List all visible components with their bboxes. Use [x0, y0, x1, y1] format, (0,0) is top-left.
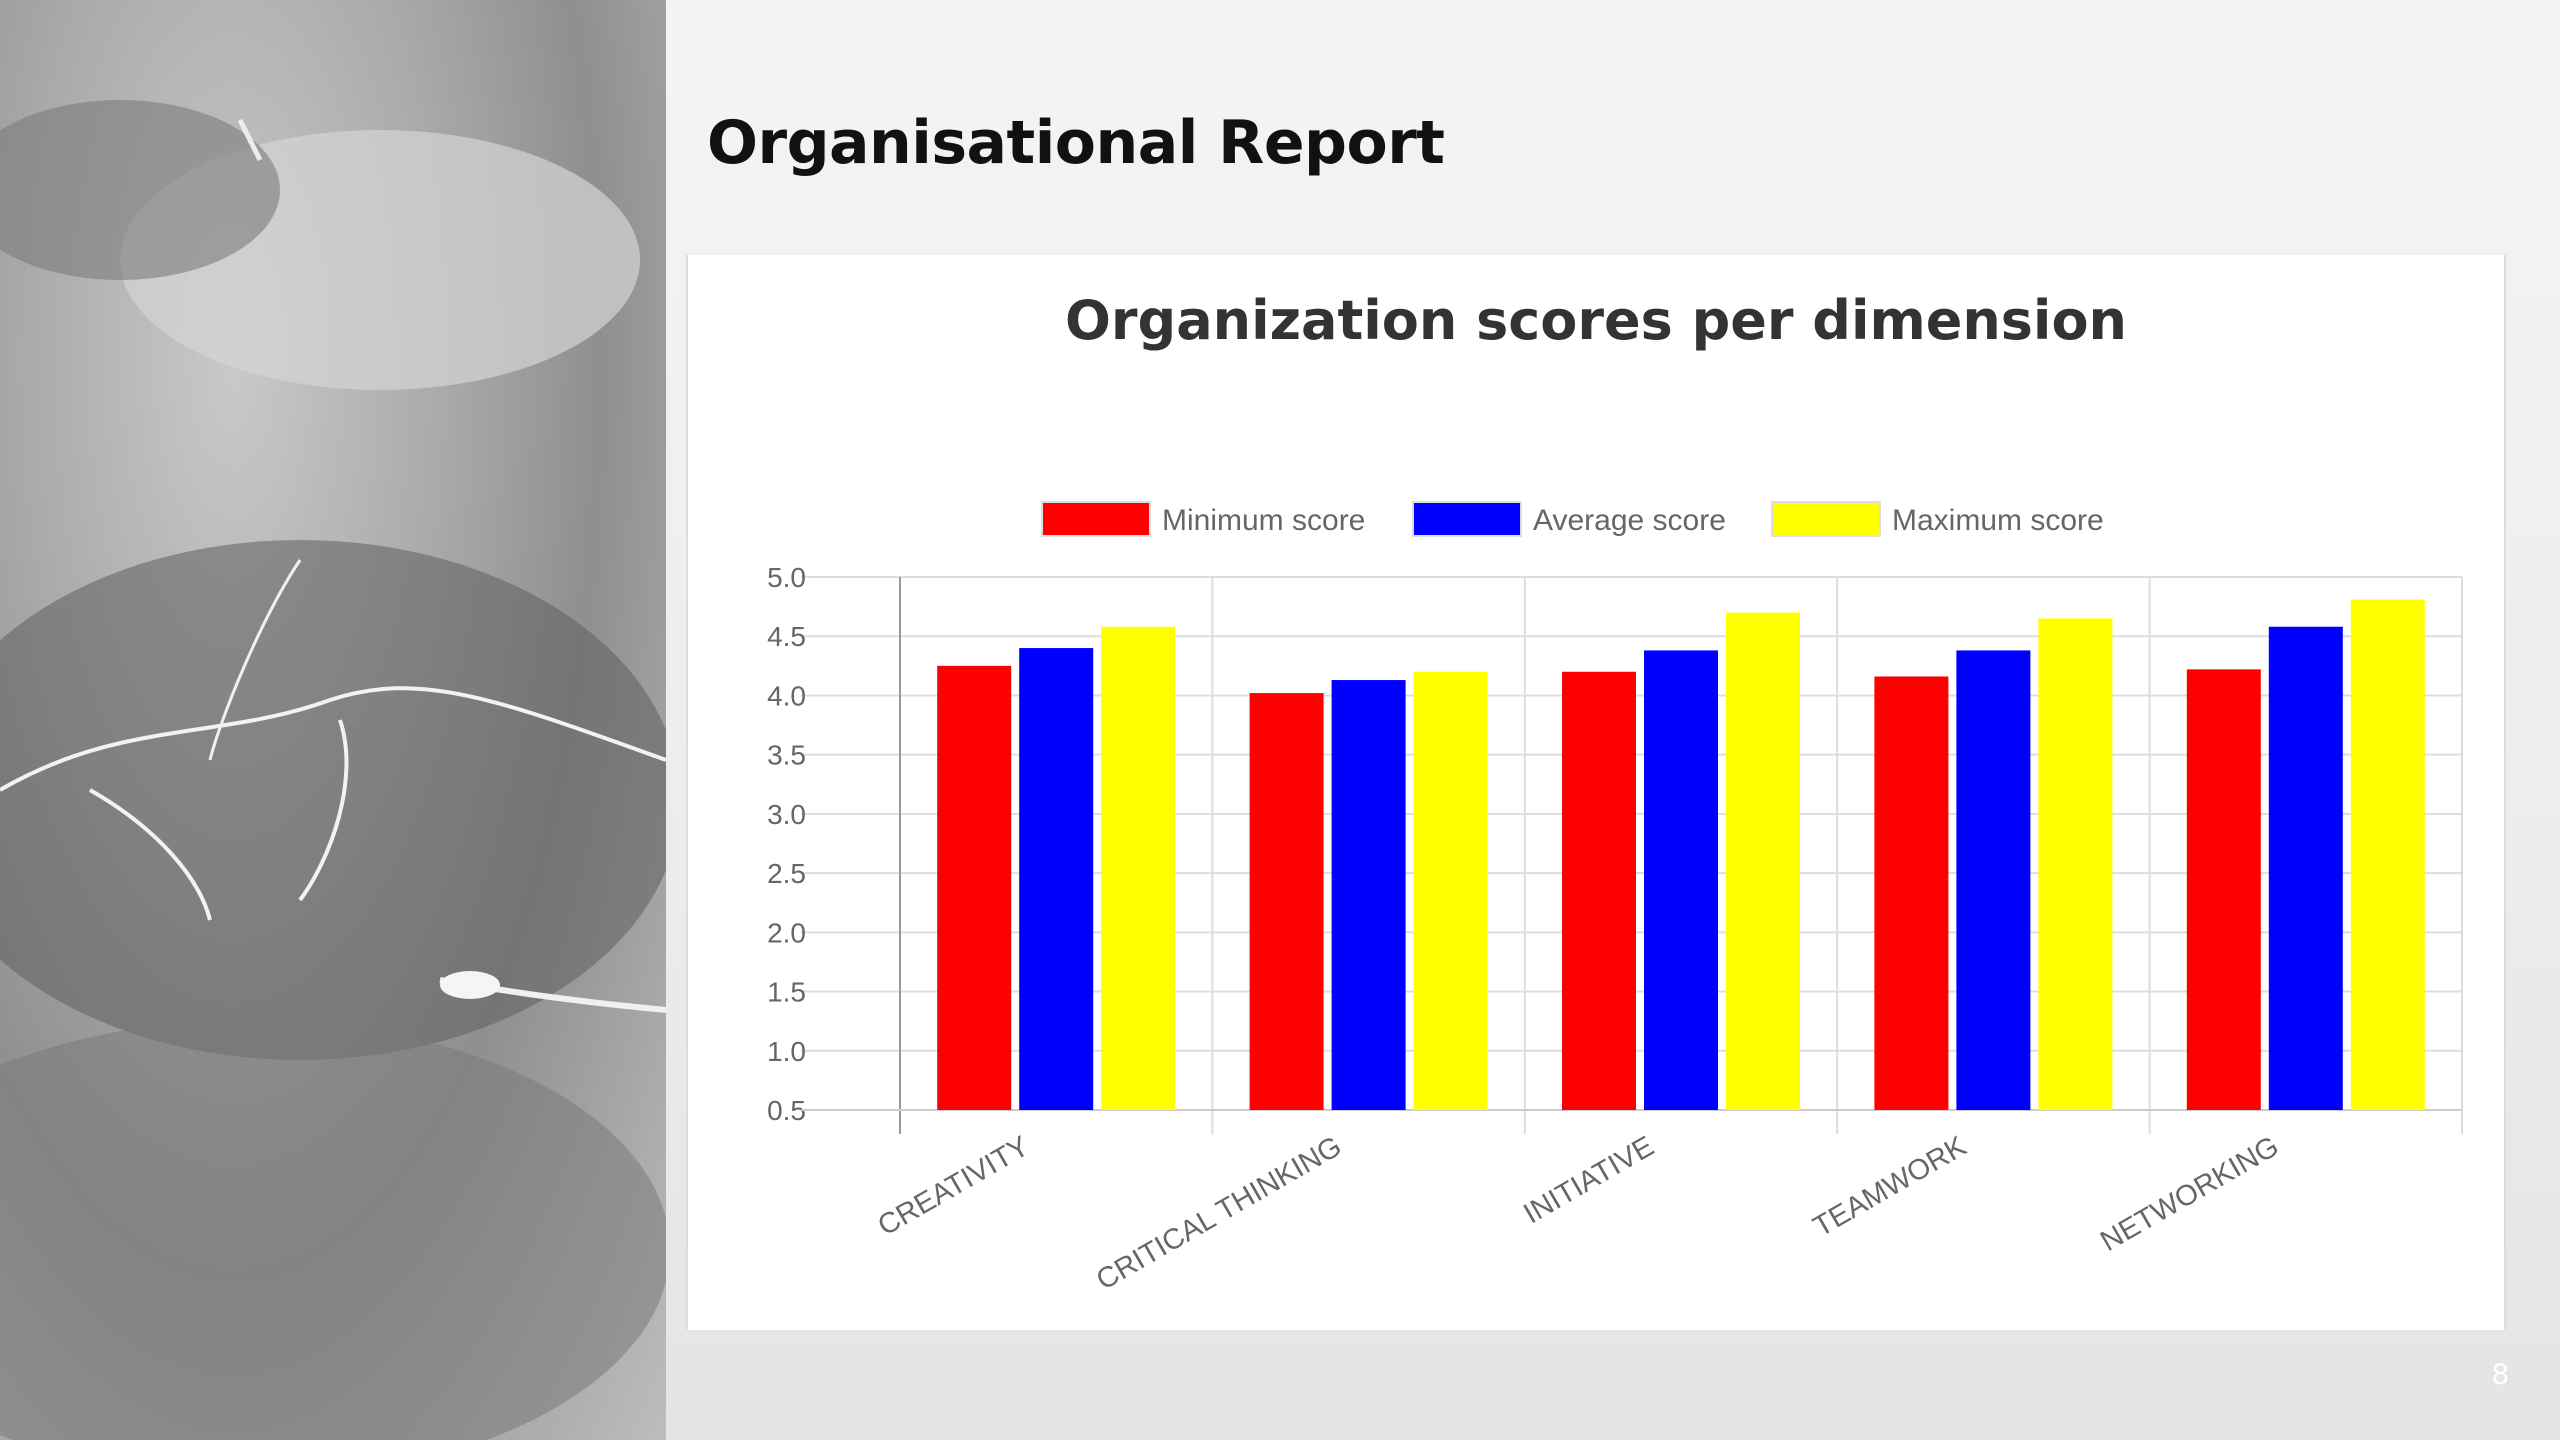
y-tick-label: 3.5: [767, 740, 806, 771]
y-tick-label: 3.0: [767, 799, 806, 830]
legend-swatch: [1412, 501, 1522, 537]
bar-minimum-score: [1562, 671, 1636, 1110]
bar-maximum-score: [1413, 671, 1488, 1110]
photo-background-icon: [0, 100, 666, 1440]
bar-maximum-score: [2038, 618, 2113, 1110]
legend-swatch: [1771, 501, 1881, 537]
bar-maximum-score: [1726, 612, 1800, 1110]
legend-label: Average score: [1533, 504, 1726, 537]
bar-maximum-score: [1101, 626, 1176, 1110]
bar-maximum-score: [2350, 599, 2425, 1110]
legend-label: Maximum score: [1892, 504, 2104, 537]
bar-minimum-score: [937, 665, 1012, 1110]
page-number: 8: [2492, 1358, 2509, 1391]
y-tick-label: 2.5: [767, 858, 806, 889]
x-tick-label: CREATIVITY: [873, 1130, 1035, 1242]
bar-minimum-score: [2186, 669, 2261, 1110]
bar-average-score: [1331, 680, 1406, 1110]
legend-swatch: [1041, 501, 1151, 537]
bar-chart: Organization scores per dimension 5.0 4.5…: [767, 289, 2463, 1297]
chart-card: Organization scores per dimension 5.0 4.5…: [686, 255, 2506, 1330]
x-tick-label: NETWORKING: [2095, 1130, 2284, 1258]
bar-average-score: [1019, 648, 1094, 1110]
x-tick-label: CRITICAL THINKING: [1091, 1130, 1347, 1296]
bar-average-score: [1644, 650, 1718, 1110]
legend-label: Minimum score: [1162, 504, 1365, 537]
y-tick-label: 1.0: [767, 1036, 806, 1067]
y-tick-label: 5.0: [767, 562, 806, 593]
bar-average-score: [2268, 626, 2343, 1110]
chart-title: Organization scores per dimension: [1065, 289, 2127, 352]
y-tick-label: 4.0: [767, 680, 806, 711]
x-tick-label: TEAMWORK: [1808, 1130, 1972, 1243]
y-tick-label: 2.0: [767, 917, 806, 948]
bar-average-score: [1956, 650, 2031, 1110]
y-tick-label: 0.5: [767, 1095, 806, 1126]
y-tick-label: 4.5: [767, 621, 806, 652]
bar-minimum-score: [1874, 676, 1949, 1110]
x-tick-label: INITIATIVE: [1518, 1130, 1659, 1230]
background-photo: [0, 0, 666, 1440]
y-tick-label: 1.5: [767, 977, 806, 1008]
bar-minimum-score: [1249, 693, 1324, 1110]
page-title: Organisational Report: [707, 108, 1445, 178]
